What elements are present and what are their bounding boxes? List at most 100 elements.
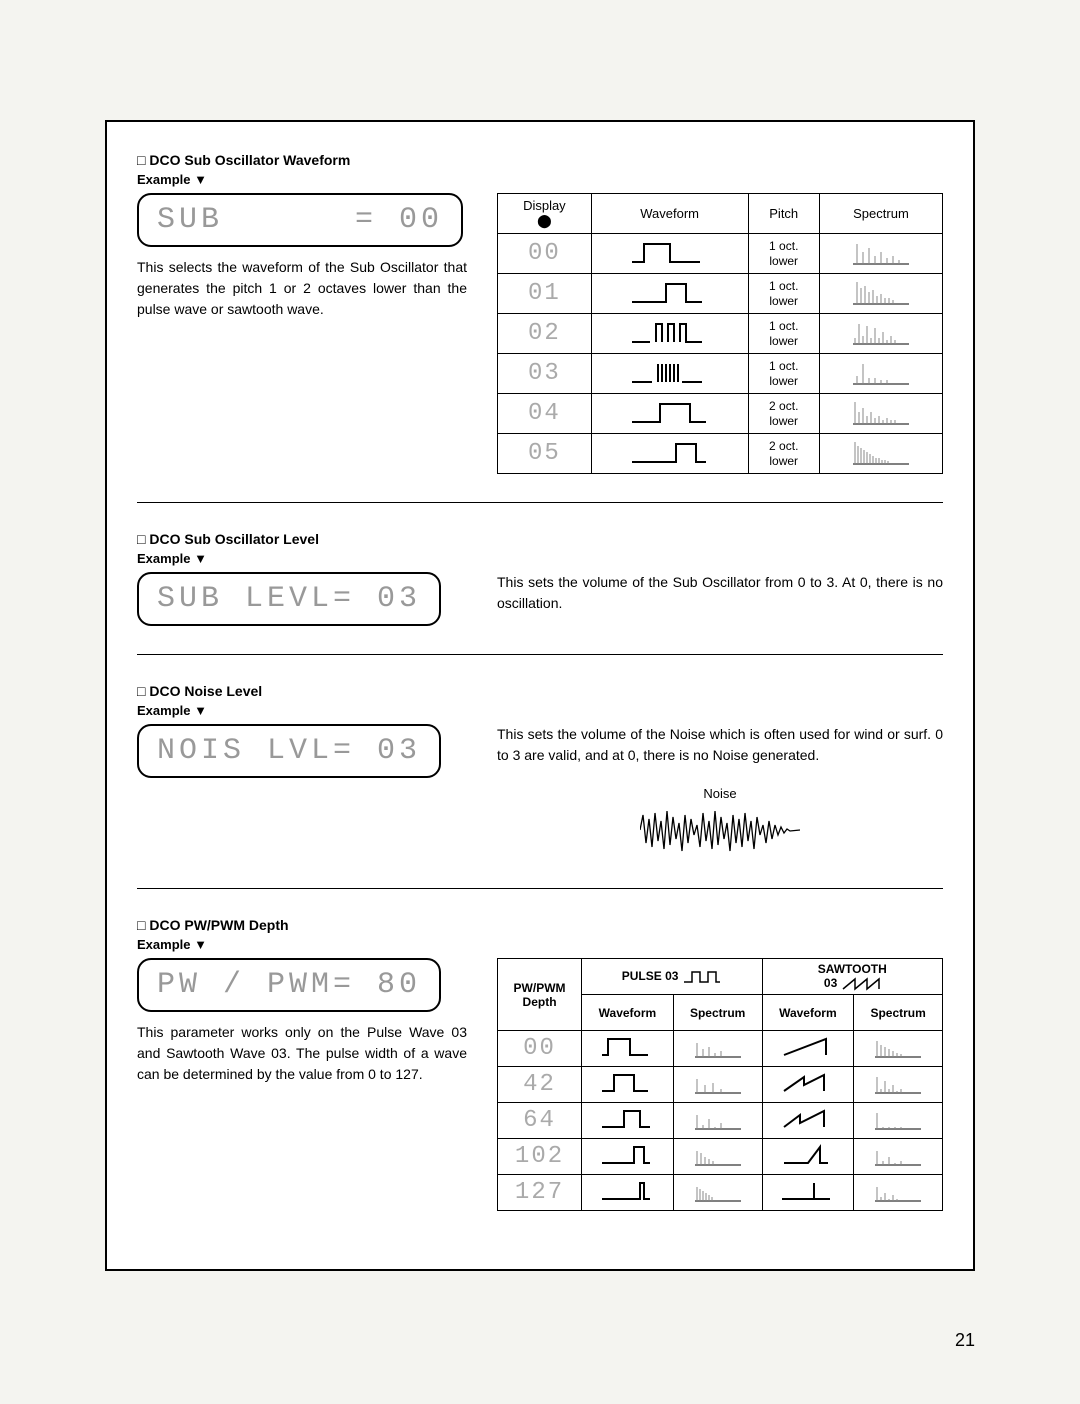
lcd-display: SUB LEVL= 03 <box>137 572 441 626</box>
saw-spectrum <box>854 1103 943 1139</box>
description: This selects the waveform of the Sub Osc… <box>137 257 467 320</box>
waveform-cell <box>591 274 748 314</box>
pulse-spectrum <box>673 1175 762 1211</box>
pulse-waveform <box>582 1103 674 1139</box>
label: PULSE 03 <box>622 969 679 983</box>
noise-icon <box>640 805 800 855</box>
display-value: 00 <box>498 234 592 274</box>
section-title: DCO Sub Oscillator Level <box>137 531 943 547</box>
section-noise-level: DCO Noise Level Example NOIS LVL= 03 Thi… <box>137 683 943 860</box>
spectrum-cell <box>819 394 942 434</box>
lcd-display: SUB = 00 <box>137 193 463 247</box>
noise-label: Noise <box>497 786 943 801</box>
table-row: 01 1 oct.lower <box>498 274 943 314</box>
waveform-cell <box>591 394 748 434</box>
section-title: DCO PW/PWM Depth <box>137 917 943 933</box>
saw-waveform <box>762 1139 854 1175</box>
pitch-cell: 2 oct.lower <box>748 394 819 434</box>
waveform-cell <box>591 434 748 474</box>
sub-spectrum: Spectrum <box>854 995 943 1031</box>
saw-waveform <box>762 1103 854 1139</box>
pwm-table: PW/PWMDepth PULSE 03 SAWTOOTH03 Wa <box>497 958 943 1211</box>
section-title: DCO Noise Level <box>137 683 943 699</box>
table-row: 127 <box>498 1175 943 1211</box>
description: This sets the volume of the Noise which … <box>497 724 943 766</box>
example-label: Example <box>137 703 943 718</box>
content-frame: DCO Sub Oscillator Waveform Example SUB … <box>105 120 975 1271</box>
pulse-spectrum <box>673 1139 762 1175</box>
description: This sets the volume of the Sub Oscillat… <box>497 572 943 614</box>
section-sub-waveform: DCO Sub Oscillator Waveform Example SUB … <box>137 152 943 474</box>
section-title: DCO Sub Oscillator Waveform <box>137 152 943 168</box>
label: Display <box>523 198 566 213</box>
display-value: 03 <box>498 354 592 394</box>
pitch-cell: 1 oct.lower <box>748 354 819 394</box>
example-label: Example <box>137 551 943 566</box>
page: DCO Sub Oscillator Waveform Example SUB … <box>105 120 975 1311</box>
display-value: 04 <box>498 394 592 434</box>
table-row: 03 1 oct.lower <box>498 354 943 394</box>
pulse-spectrum <box>673 1031 762 1067</box>
saw-spectrum <box>854 1139 943 1175</box>
waveform-cell <box>591 234 748 274</box>
table-row: 00 1 oct.lower <box>498 234 943 274</box>
pitch-cell: 1 oct.lower <box>748 274 819 314</box>
saw-spectrum <box>854 1175 943 1211</box>
table-row: 04 2 oct.lower <box>498 394 943 434</box>
table-row: 05 2 oct.lower <box>498 434 943 474</box>
sub-spectrum: Spectrum <box>673 995 762 1031</box>
waveform-cell <box>591 314 748 354</box>
divider <box>137 888 943 889</box>
col-waveform: Waveform <box>591 194 748 234</box>
lcd-display: PW / PWM= 80 <box>137 958 441 1012</box>
description: This parameter works only on the Pulse W… <box>137 1022 467 1085</box>
pulse-spectrum <box>673 1067 762 1103</box>
table-row: 64 <box>498 1103 943 1139</box>
pulse-waveform <box>582 1031 674 1067</box>
pulse-waveform <box>582 1067 674 1103</box>
depth-value: 42 <box>498 1067 582 1103</box>
display-value: 02 <box>498 314 592 354</box>
divider <box>137 502 943 503</box>
example-label: Example <box>137 937 943 952</box>
saw-spectrum <box>854 1031 943 1067</box>
table-row: 00 <box>498 1031 943 1067</box>
depth-value: 102 <box>498 1139 582 1175</box>
sub-waveform: Waveform <box>762 995 854 1031</box>
pitch-cell: 1 oct.lower <box>748 234 819 274</box>
pulse-waveform <box>582 1139 674 1175</box>
col-display: Display⬤ <box>498 194 592 234</box>
spectrum-cell <box>819 274 942 314</box>
saw-waveform <box>762 1067 854 1103</box>
pitch-cell: 2 oct.lower <box>748 434 819 474</box>
col-pitch: Pitch <box>748 194 819 234</box>
col-depth: PW/PWMDepth <box>498 959 582 1031</box>
depth-value: 127 <box>498 1175 582 1211</box>
spectrum-cell <box>819 434 942 474</box>
display-value: 01 <box>498 274 592 314</box>
table-row: 02 1 oct.lower <box>498 314 943 354</box>
divider <box>137 654 943 655</box>
saw-waveform <box>762 1031 854 1067</box>
page-number: 21 <box>955 1330 975 1351</box>
spectrum-cell <box>819 314 942 354</box>
saw-waveform <box>762 1175 854 1211</box>
col-spectrum: Spectrum <box>819 194 942 234</box>
waveform-cell <box>591 354 748 394</box>
col-sawtooth: SAWTOOTH03 <box>762 959 943 995</box>
spectrum-cell <box>819 354 942 394</box>
sub-waveform: Waveform <box>582 995 674 1031</box>
depth-value: 00 <box>498 1031 582 1067</box>
sub-waveform-table: Display⬤ Waveform Pitch Spectrum 00 1 oc… <box>497 193 943 474</box>
saw-spectrum <box>854 1067 943 1103</box>
lcd-display: NOIS LVL= 03 <box>137 724 441 778</box>
pitch-cell: 1 oct.lower <box>748 314 819 354</box>
example-label: Example <box>137 172 943 187</box>
table-row: 102 <box>498 1139 943 1175</box>
section-pwm: DCO PW/PWM Depth Example PW / PWM= 80 Th… <box>137 917 943 1211</box>
spectrum-cell <box>819 234 942 274</box>
pulse-spectrum <box>673 1103 762 1139</box>
noise-graphic: Noise <box>497 786 943 860</box>
col-pulse: PULSE 03 <box>582 959 762 995</box>
pulse-waveform <box>582 1175 674 1211</box>
